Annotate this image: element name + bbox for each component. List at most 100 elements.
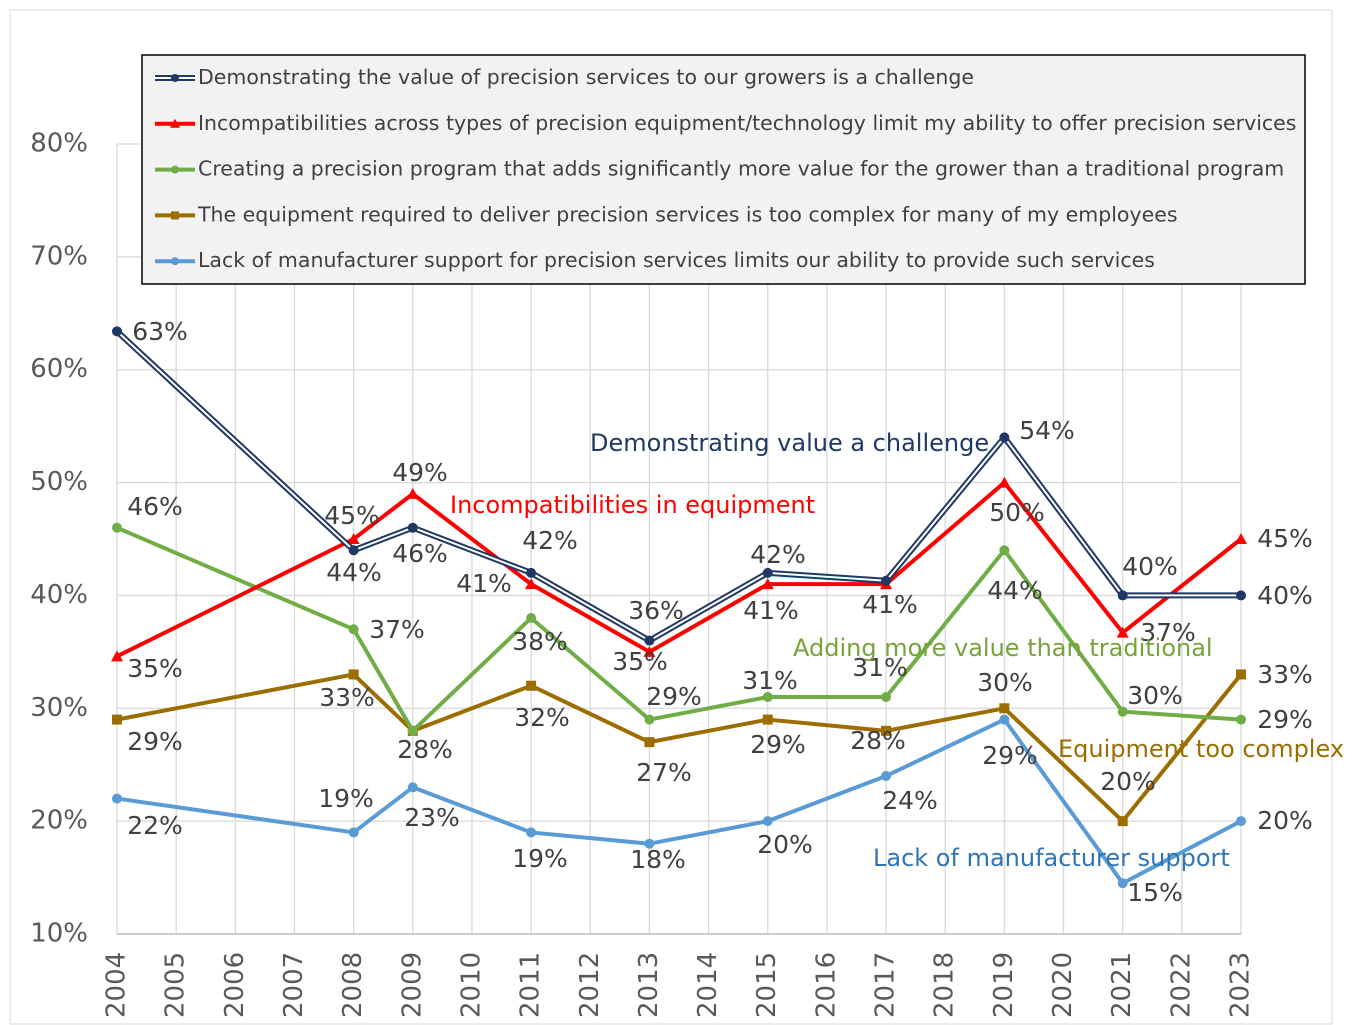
marker [762,714,773,725]
x-tick-label: 2004 [102,952,132,1018]
x-tick-label: 2020 [1048,952,1078,1018]
legend: Demonstrating the value of precision ser… [141,54,1306,285]
marker [761,578,774,590]
x-tick-label: 2015 [752,952,782,1018]
data-label: 30% [1127,681,1183,710]
marker [526,827,537,838]
data-label: 40% [1257,581,1313,610]
marker [1117,816,1128,827]
data-label: 32% [514,703,570,732]
x-tick-label: 2010 [456,952,486,1018]
data-label: 33% [319,683,375,712]
x-tick-label: 2016 [811,952,841,1018]
marker [407,725,418,736]
series-line [116,672,1243,824]
data-label: 31% [742,666,798,695]
data-label: 29% [1257,705,1313,734]
legend-marker [171,74,179,82]
x-tick-label: 2019 [989,952,1019,1018]
x-tick-label: 2013 [634,952,664,1018]
data-label: 42% [522,526,578,555]
marker [644,635,655,646]
marker [644,737,655,748]
y-tick-label: 10% [30,919,88,949]
marker [1236,669,1246,680]
series-line [116,717,1242,886]
x-tick-label: 2023 [1226,952,1256,1018]
data-label: 24% [882,786,938,815]
y-tick-label: 80% [30,129,88,159]
data-label: 33% [1257,660,1313,689]
data-label: 28% [850,726,906,755]
data-label: 36% [628,596,684,625]
data-label: 29% [982,741,1038,770]
marker [644,838,655,849]
data-label: 35% [127,654,183,683]
marker [762,692,773,702]
y-tick-label: 30% [30,693,88,723]
series-line [116,525,1242,733]
data-label: 29% [750,730,806,759]
marker [112,326,122,337]
y-tick-label: 70% [30,241,88,271]
marker [1235,533,1247,544]
y-tick-label: 20% [30,806,88,836]
data-label: 20% [1100,767,1156,796]
marker [111,650,123,662]
marker [1236,816,1246,827]
data-label: 18% [630,845,686,874]
x-tick-label: 2011 [516,952,546,1018]
marker [347,533,360,544]
marker [112,714,122,725]
data-label: 28% [397,735,453,764]
marker [348,669,359,680]
data-label: 15% [1127,878,1183,907]
legend-marker [170,118,180,128]
data-label: 20% [757,830,813,859]
annotation: Demonstrating value a challenge [590,429,989,457]
data-label: 49% [392,458,448,487]
marker [407,782,418,793]
data-label: 41% [862,590,918,619]
marker [406,487,419,499]
marker [881,575,892,586]
x-tick-label: 2021 [1107,952,1137,1018]
x-tick-label: 2009 [397,952,427,1018]
data-label: 19% [318,784,374,813]
annotation: Incompatibilities in equipment [450,491,815,519]
data-label: 29% [127,727,183,756]
annotation: Equipment too complex [1058,735,1344,763]
x-tick-label: 2006 [220,952,250,1018]
marker [525,578,538,590]
series-line [116,480,1243,659]
data-label: 38% [512,627,568,656]
data-label: 41% [456,569,512,598]
x-tick-label: 2008 [338,952,368,1018]
x-tick-label: 2007 [279,952,309,1018]
data-label: 44% [326,558,382,587]
data-label: 44% [987,576,1043,605]
marker [762,816,773,827]
legend-marker [171,165,179,174]
annotation: Adding more value than traditional [793,634,1213,662]
marker [999,432,1010,443]
marker [644,714,655,725]
legend-label: Lack of manufacturer support for precisi… [198,248,1155,272]
marker [112,522,122,533]
legend-label: The equipment required to deliver precis… [197,202,1178,226]
marker [762,567,773,578]
data-label: 41% [743,596,799,625]
marker [881,771,892,781]
marker [999,703,1010,714]
x-tick-label: 2018 [930,952,960,1018]
marker [348,545,359,556]
marker [643,645,656,657]
marker [998,476,1011,488]
marker [348,624,359,635]
annotation: Lack of manufacturer support [873,844,1230,872]
marker [881,725,892,736]
data-label: 46% [127,492,183,521]
legend-marker [171,257,179,266]
marker [999,545,1010,556]
marker [999,714,1010,725]
